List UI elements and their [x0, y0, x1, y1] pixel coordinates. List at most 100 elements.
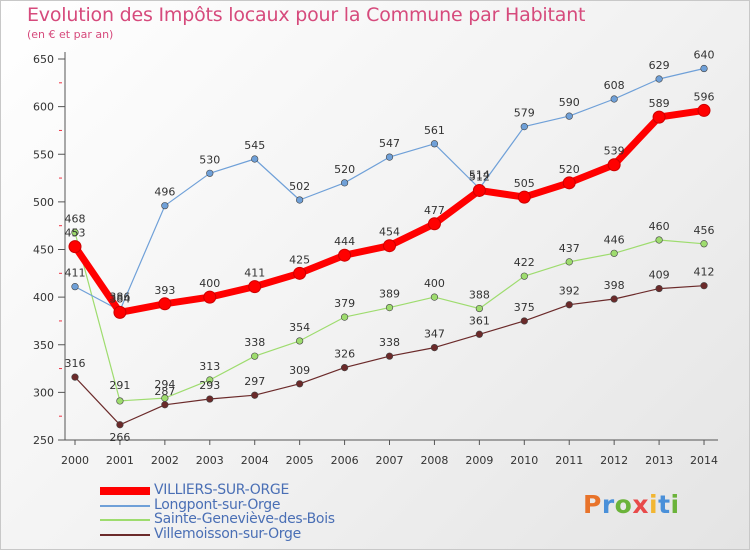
x-tick-label: 2008 — [420, 454, 448, 467]
logo-letter: i — [649, 490, 659, 519]
data-label: 505 — [514, 177, 535, 190]
data-label: 412 — [694, 266, 715, 279]
data-point — [251, 391, 259, 399]
data-point — [158, 297, 172, 311]
data-label: 266 — [109, 431, 130, 444]
data-label: 294 — [154, 378, 175, 391]
data-point — [248, 280, 262, 294]
data-point — [430, 293, 439, 301]
data-label: 297 — [244, 375, 265, 388]
data-point — [338, 248, 352, 262]
y-tick-label: 450 — [33, 244, 54, 257]
logo-letter: o — [614, 490, 633, 519]
data-label: 354 — [289, 321, 310, 334]
x-tick-label: 2005 — [286, 454, 314, 467]
data-point — [475, 330, 483, 338]
data-point — [655, 75, 663, 83]
data-label: 468 — [65, 212, 86, 225]
logo-letter: r — [601, 490, 615, 519]
data-point — [293, 266, 307, 280]
y-tick-label: 350 — [33, 339, 54, 352]
y-tick-label: 300 — [33, 386, 54, 399]
x-tick-label: 2004 — [241, 454, 269, 467]
data-label: 338 — [379, 336, 400, 349]
data-label: 579 — [514, 107, 535, 120]
data-label: 520 — [559, 163, 580, 176]
x-tick-label: 2006 — [331, 454, 359, 467]
data-point — [251, 352, 259, 360]
y-tick-label: 600 — [33, 101, 54, 114]
data-point — [71, 283, 79, 291]
proxiti-logo: Proxiti — [583, 490, 680, 519]
data-label: 293 — [199, 379, 220, 392]
data-label: 287 — [154, 385, 175, 398]
data-label: 392 — [559, 285, 580, 298]
data-point — [610, 295, 618, 303]
x-tick-label: 2000 — [61, 454, 89, 467]
chart-subtitle: (en € et par an) — [27, 28, 114, 41]
data-label: 596 — [694, 90, 715, 103]
data-point — [430, 344, 439, 352]
x-tick-label: 2009 — [465, 454, 493, 467]
data-label: 400 — [199, 277, 220, 290]
data-point — [565, 301, 573, 309]
data-label: 309 — [289, 364, 310, 377]
data-label: 629 — [649, 59, 670, 72]
data-label: 539 — [604, 145, 625, 158]
data-point — [700, 64, 708, 73]
x-tick-label: 2007 — [376, 454, 404, 467]
legend-item: Sainte-Geneviève-des-Bois — [100, 511, 360, 528]
data-label: 640 — [694, 49, 715, 62]
x-tick-label: 2011 — [555, 454, 583, 467]
data-point — [251, 155, 259, 163]
x-tick-label: 2012 — [600, 454, 628, 467]
data-label: 388 — [469, 289, 490, 302]
data-label: 316 — [65, 357, 86, 370]
data-label: 444 — [334, 235, 355, 248]
data-point — [340, 179, 349, 187]
data-point — [206, 169, 214, 177]
legend-swatch — [100, 504, 150, 507]
data-point — [340, 364, 349, 372]
data-label: 545 — [244, 139, 265, 152]
data-label: 393 — [154, 284, 175, 297]
data-point — [610, 95, 618, 103]
data-label: 411 — [244, 267, 265, 280]
data-point — [475, 304, 483, 313]
data-label: 291 — [109, 379, 130, 392]
data-point — [296, 337, 304, 345]
data-label: 477 — [424, 204, 445, 217]
data-label: 502 — [289, 180, 310, 193]
logo-letter: i — [670, 490, 680, 519]
data-point — [161, 401, 169, 409]
data-point — [116, 397, 124, 405]
data-point — [700, 240, 708, 248]
data-label: 589 — [649, 97, 670, 110]
legend-label: Longpont-sur-Orge — [154, 496, 281, 513]
logo-letter: t — [658, 490, 671, 519]
legend-swatch — [100, 487, 150, 495]
data-label: 379 — [334, 297, 355, 310]
data-point — [430, 140, 439, 148]
data-label: 460 — [649, 220, 670, 233]
data-point — [161, 202, 169, 210]
data-point — [296, 196, 304, 204]
data-point — [68, 240, 82, 254]
x-tick-label: 2001 — [106, 454, 134, 467]
legend-item: Villemoisson-sur-Orge — [100, 526, 360, 543]
chart-title: Evolution des Impôts locaux pour la Comm… — [27, 4, 586, 26]
data-label: 389 — [379, 288, 400, 301]
data-point — [565, 258, 573, 266]
x-tick-label: 2014 — [690, 454, 718, 467]
x-tick-label: 2010 — [510, 454, 538, 467]
data-label: 608 — [604, 79, 625, 92]
data-label: 456 — [694, 224, 715, 237]
y-tick-label: 250 — [33, 434, 54, 447]
data-label: 338 — [244, 336, 265, 349]
data-label: 561 — [424, 124, 445, 137]
data-point — [472, 183, 486, 197]
data-label: 514 — [469, 169, 490, 182]
legend: VILLIERS-SUR-ORGE Longpont-sur-Orge Sainte… — [100, 482, 360, 543]
data-point — [71, 228, 79, 236]
